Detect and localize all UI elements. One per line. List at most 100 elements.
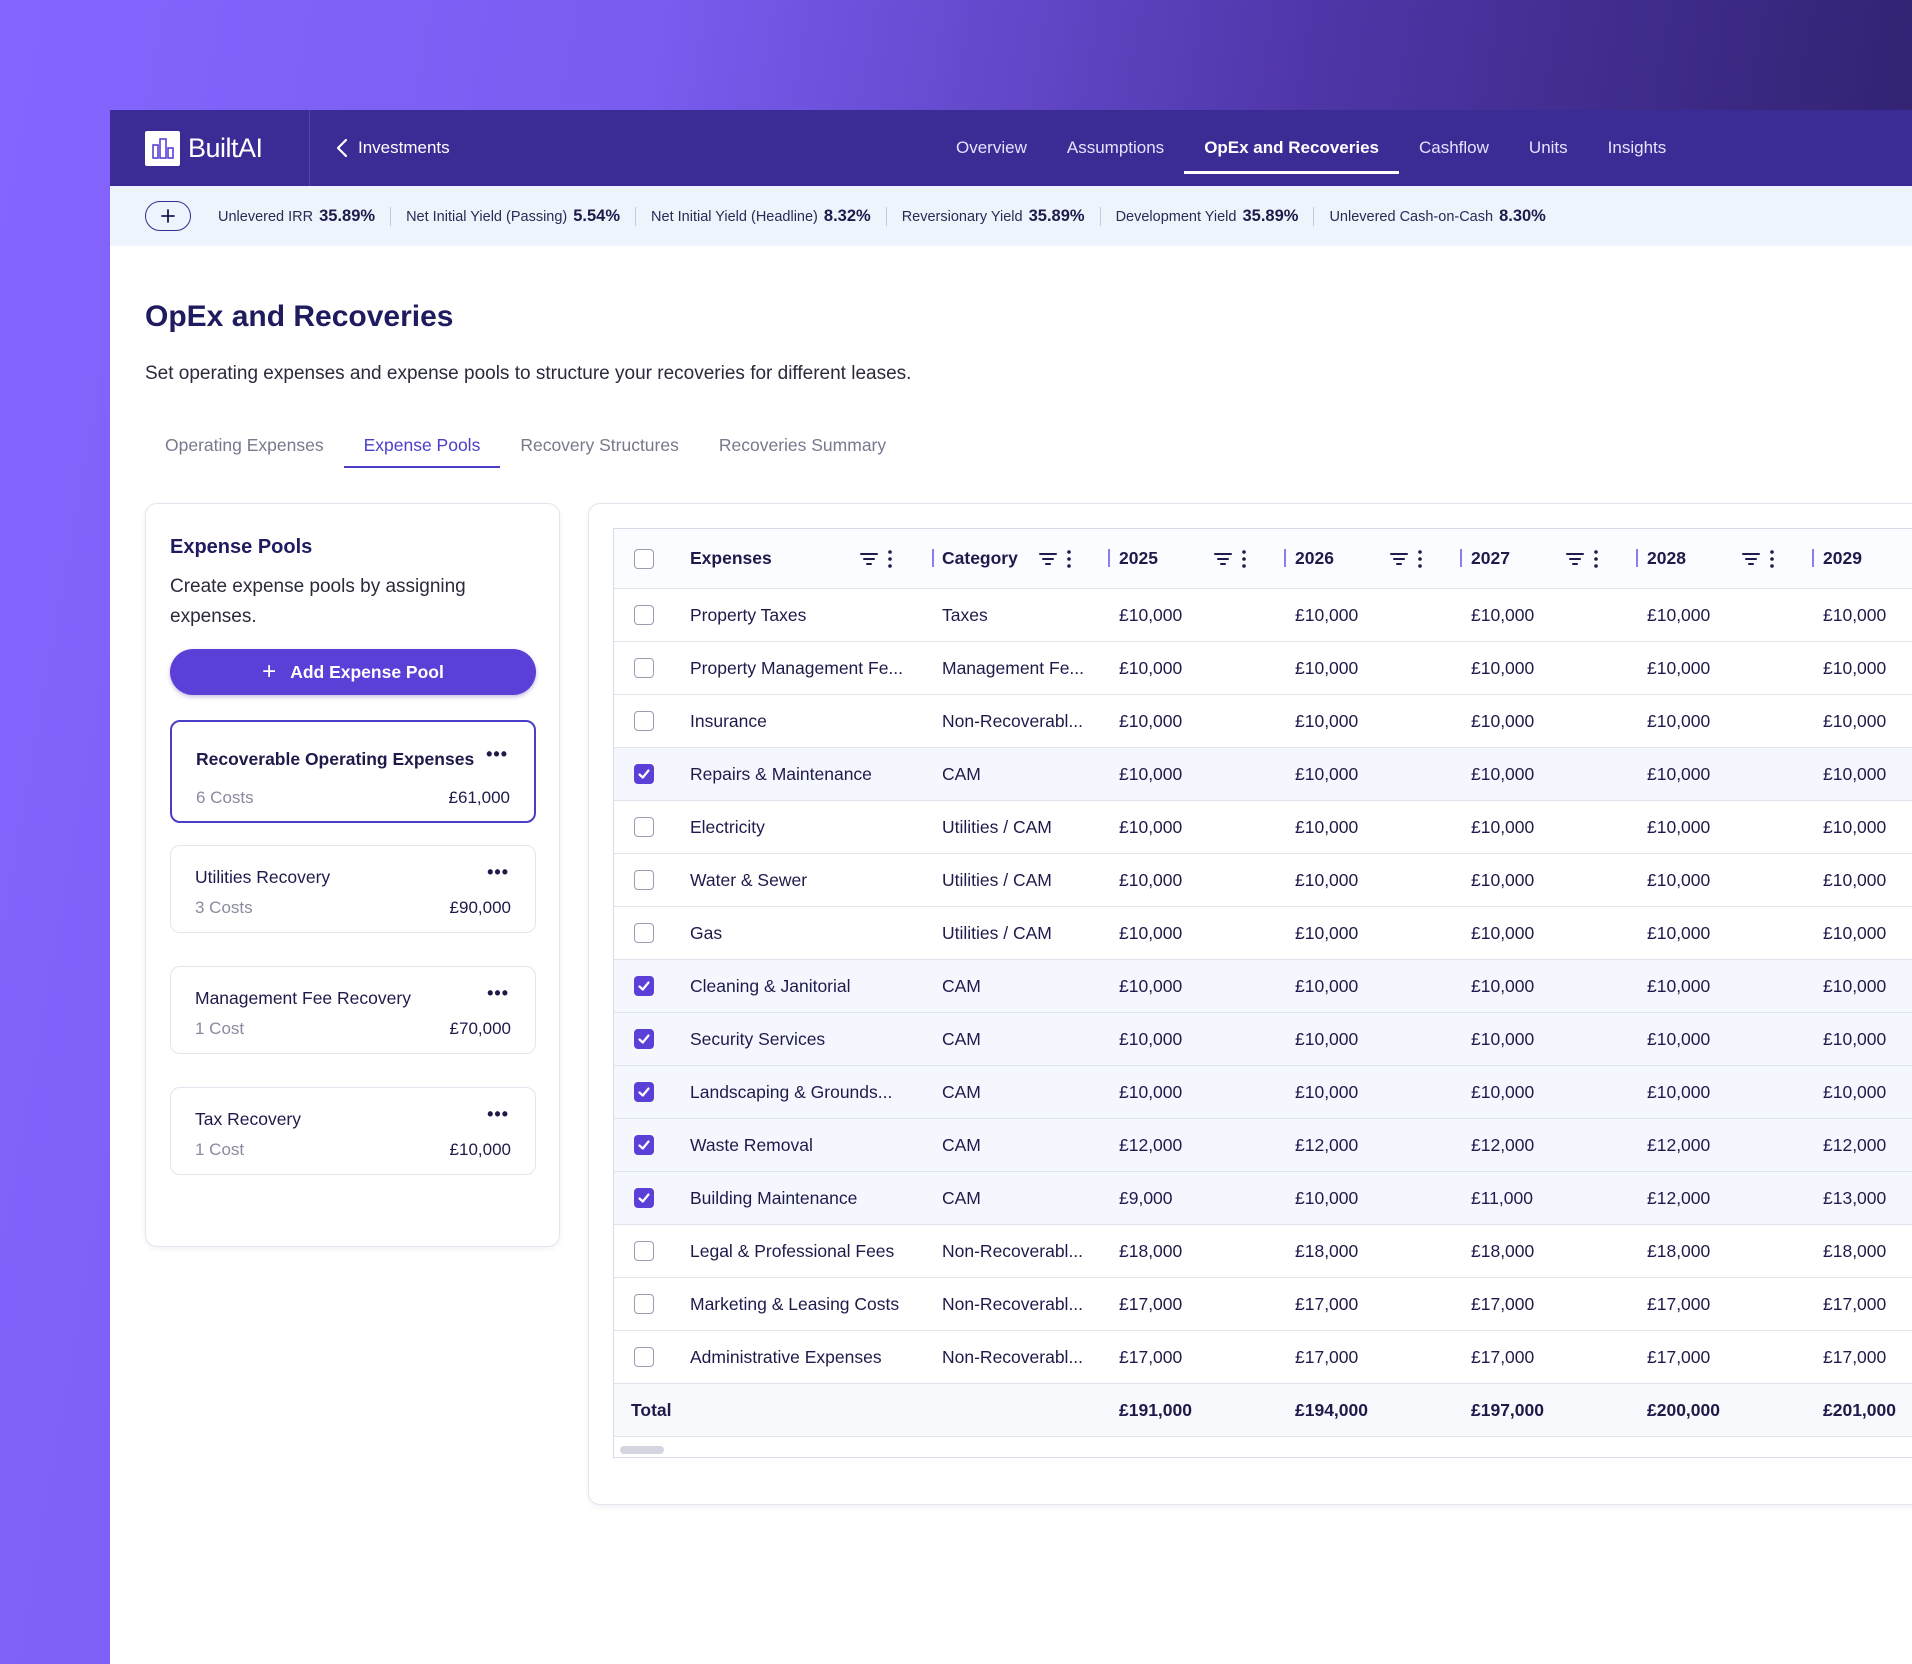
brand[interactable]: BuiltAI — [110, 110, 310, 186]
table-row[interactable]: Security Services CAM £10,000 £10,000 £10,00… — [614, 1013, 1912, 1066]
filter-icon[interactable] — [1390, 552, 1408, 566]
ellipsis-icon[interactable]: ••• — [487, 983, 509, 1003]
kebab-menu-icon[interactable] — [1594, 550, 1598, 568]
year-value-2029: £10,000 — [1823, 975, 1887, 996]
expense-name: Landscaping & Grounds... — [690, 1081, 893, 1102]
tab-assumptions[interactable]: Assumptions — [1066, 138, 1165, 157]
select-all-checkbox[interactable] — [634, 548, 654, 569]
row-checkbox[interactable] — [634, 870, 654, 890]
row-checkbox[interactable] — [634, 1294, 654, 1314]
row-checkbox[interactable] — [634, 658, 654, 678]
total-value-2029: £201,000 — [1823, 1399, 1896, 1420]
filter-icon[interactable] — [1214, 552, 1232, 566]
subtab-expense-pools[interactable]: Expense Pools — [343, 424, 501, 474]
table-row[interactable]: Cleaning & Janitorial CAM £10,000 £10,000 £1… — [614, 960, 1912, 1013]
year-value-2028: £18,000 — [1647, 1240, 1711, 1261]
row-checkbox[interactable] — [634, 764, 654, 784]
tab-opex-and-recoveries[interactable]: OpEx and Recoveries — [1184, 110, 1399, 186]
subtab-recoveries-summary[interactable]: Recoveries Summary — [718, 435, 887, 455]
year-value-2027: £10,000 — [1471, 1081, 1535, 1102]
pool-count: 1 Cost — [195, 1140, 245, 1159]
tab-cashflow[interactable]: Cashflow — [1419, 138, 1489, 157]
pool-card-tax-recovery[interactable]: Tax Recovery ••• 1 Cost £10,000 — [170, 1087, 536, 1175]
table-row[interactable]: Legal & Professional Fees Non-Recoverabl.… — [614, 1225, 1912, 1278]
table-row[interactable]: Repairs & Maintenance CAM £10,000 £10,000 £1… — [614, 748, 1912, 801]
tab-units[interactable]: Units — [1528, 138, 1568, 157]
tab-insights[interactable]: Insights — [1607, 138, 1667, 157]
year-value-2029: £10,000 — [1823, 657, 1887, 678]
column-divider[interactable] — [1812, 549, 1814, 567]
kebab-menu-icon[interactable] — [1067, 550, 1071, 568]
pool-card-recoverable-operating-expenses[interactable]: Recoverable Operating Expenses ••• 6 Cos… — [170, 720, 536, 823]
filter-icon[interactable] — [1742, 552, 1760, 566]
table-row[interactable]: Landscaping & Grounds... CAM £10,000 £10,00… — [614, 1066, 1912, 1119]
expense-name: Waste Removal — [690, 1134, 813, 1155]
metric-value: 5.54% — [573, 206, 621, 225]
kebab-menu-icon[interactable] — [888, 550, 892, 568]
table-row[interactable]: Electricity Utilities / CAM £10,000 £10,000… — [614, 801, 1912, 854]
pool-card-utilities-recovery[interactable]: Utilities Recovery ••• 3 Costs £90,000 — [170, 845, 536, 933]
expenses-table-panel: Expenses Category 2025 2026 — [588, 503, 1912, 1505]
expense-category: Utilities / CAM — [942, 922, 1052, 943]
table-row[interactable]: Administrative Expenses Non-Recoverabl...… — [614, 1331, 1912, 1384]
row-checkbox[interactable] — [634, 1029, 654, 1049]
column-divider[interactable] — [1636, 549, 1638, 567]
row-checkbox[interactable] — [634, 923, 654, 943]
column-divider[interactable] — [932, 549, 934, 567]
expense-pools-panel: Expense Pools Create expense pools by as… — [145, 503, 560, 1247]
row-checkbox[interactable] — [634, 1241, 654, 1261]
row-checkbox[interactable] — [634, 711, 654, 731]
column-divider[interactable] — [1284, 549, 1286, 567]
table-row[interactable]: Waste Removal CAM £12,000 £12,000 £12,000 £12… — [614, 1119, 1912, 1172]
table-row[interactable]: Insurance Non-Recoverabl... £10,000 £10,000… — [614, 695, 1912, 748]
table-header-row: Expenses Category 2025 2026 — [614, 529, 1912, 589]
column-divider[interactable] — [1108, 549, 1110, 567]
row-checkbox[interactable] — [634, 1082, 654, 1102]
horizontal-scrollbar[interactable] — [620, 1446, 664, 1454]
year-value-2025: £17,000 — [1119, 1346, 1183, 1367]
row-checkbox[interactable] — [634, 1188, 654, 1208]
year-value-2027: £10,000 — [1471, 657, 1535, 678]
column-divider[interactable] — [1460, 549, 1462, 567]
pool-card-management-fee-recovery[interactable]: Management Fee Recovery ••• 1 Cost £70,0… — [170, 966, 536, 1054]
header-year-2029: 2029 — [1823, 548, 1862, 568]
ellipsis-icon[interactable]: ••• — [486, 744, 508, 764]
year-value-2026: £10,000 — [1295, 604, 1359, 625]
row-checkbox[interactable] — [634, 1135, 654, 1155]
table-row[interactable]: Property Management Fe... Management Fe..… — [614, 642, 1912, 695]
pool-total: £70,000 — [449, 1019, 511, 1038]
add-metric-button[interactable] — [145, 201, 191, 231]
filter-icon[interactable] — [860, 552, 878, 566]
year-value-2027: £10,000 — [1471, 604, 1535, 625]
kebab-menu-icon[interactable] — [1418, 550, 1422, 568]
total-value-2028: £200,000 — [1647, 1399, 1720, 1420]
back-to-investments-link[interactable]: Investments — [336, 138, 450, 158]
metric-label: Reversionary Yield — [901, 208, 1023, 225]
tab-overview[interactable]: Overview — [956, 138, 1027, 157]
kebab-menu-icon[interactable] — [1770, 550, 1774, 568]
table-row[interactable]: Building Maintenance CAM £9,000 £10,000 £11,… — [614, 1172, 1912, 1225]
expense-category: CAM — [942, 1134, 981, 1155]
pool-name: Management Fee Recovery — [195, 988, 411, 1008]
total-label: Total — [631, 1399, 672, 1420]
ellipsis-icon[interactable]: ••• — [487, 862, 509, 882]
expense-name: Water & Sewer — [690, 869, 808, 890]
row-checkbox[interactable] — [634, 1347, 654, 1367]
check-icon — [638, 1087, 650, 1097]
table-row[interactable]: Property Taxes Taxes £10,000 £10,000 £10,000… — [614, 589, 1912, 642]
row-checkbox[interactable] — [634, 817, 654, 837]
header-expenses: Expenses — [690, 548, 772, 568]
table-row[interactable]: Water & Sewer Utilities / CAM £10,000 £10,0… — [614, 854, 1912, 907]
ellipsis-icon[interactable]: ••• — [487, 1104, 509, 1124]
add-expense-pool-button[interactable]: + Add Expense Pool — [170, 649, 536, 695]
kebab-menu-icon[interactable] — [1242, 550, 1246, 568]
filter-icon[interactable] — [1566, 552, 1584, 566]
filter-icon[interactable] — [1039, 552, 1057, 566]
year-value-2028: £10,000 — [1647, 604, 1711, 625]
row-checkbox[interactable] — [634, 605, 654, 625]
subtab-operating-expenses[interactable]: Operating Expenses — [165, 435, 324, 455]
row-checkbox[interactable] — [634, 976, 654, 996]
table-row[interactable]: Marketing & Leasing Costs Non-Recoverabl.… — [614, 1278, 1912, 1331]
subtab-recovery-structures[interactable]: Recovery Structures — [520, 435, 679, 455]
table-row[interactable]: Gas Utilities / CAM £10,000 £10,000 £10,000 £… — [614, 907, 1912, 960]
